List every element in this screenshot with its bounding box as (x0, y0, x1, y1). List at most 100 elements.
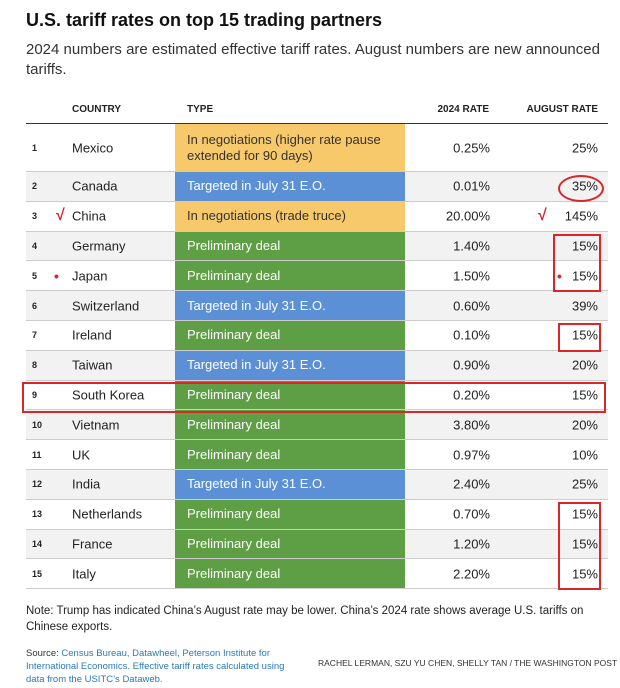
rate-2024: 0.20% (453, 387, 490, 403)
rank: 15 (32, 568, 43, 579)
rate-august: 25% (571, 476, 598, 492)
table-row: 4 Germany Preliminary deal 1.40% 15% (26, 231, 608, 262)
header-divider (26, 123, 608, 124)
rate-2024: 3.80% (453, 417, 490, 433)
rate-august: 15% (571, 268, 598, 284)
country: Ireland (72, 327, 112, 343)
table-row: 15 Italy Preliminary deal 2.20% 15% (26, 559, 608, 590)
type-badge: Preliminary deal (175, 499, 405, 529)
header-type: TYPE (187, 104, 214, 115)
country: Mexico (72, 140, 114, 155)
rate-august: 15% (571, 536, 598, 552)
country: Canada (72, 178, 118, 194)
rate-2024: 20.00% (445, 208, 490, 224)
rate-2024: 0.60% (453, 298, 490, 314)
table-row: 2 Canada Targeted in July 31 E.O. 0.01% 35% (26, 172, 608, 202)
type-badge: In negotiations (higher rate pause exten… (175, 124, 405, 171)
table-row: 9 South Korea Preliminary deal 0.20% 15% (26, 380, 608, 411)
type-badge: Preliminary deal (175, 410, 405, 440)
type-badge: In negotiations (trade truce) (175, 201, 405, 231)
rank: 4 (32, 240, 38, 251)
rank: 11 (32, 449, 42, 460)
rank: 9 (32, 389, 38, 400)
type-badge: Targeted in July 31 E.O. (175, 470, 405, 499)
country: Germany (72, 238, 126, 254)
country: Vietnam (72, 417, 120, 433)
table-row: 7 Ireland Preliminary deal 0.10% 15% (26, 321, 608, 351)
type-badge: Preliminary deal (175, 559, 405, 589)
annotation-dot-japan: • (54, 268, 59, 284)
table-row: 3 China In negotiations (trade truce) 20.00… (26, 201, 608, 232)
rate-2024: 1.50% (453, 268, 490, 284)
table-row: 10 Vietnam Preliminary deal 3.80% 20% (26, 410, 608, 441)
rate-2024: 0.90% (453, 357, 490, 373)
source-label: Source: (26, 648, 62, 659)
chart-title: U.S. tariff rates on top 15 trading part… (26, 10, 383, 30)
country: France (72, 536, 113, 552)
rate-2024: 2.20% (453, 566, 490, 582)
country: Switzerland (72, 298, 140, 314)
country: Taiwan (72, 357, 113, 373)
rank: 6 (32, 300, 38, 311)
rate-2024: 0.97% (453, 447, 490, 463)
rank: 1 (32, 142, 38, 153)
country: China (72, 208, 106, 224)
table-row: 6 Switzerland Targeted in July 31 E.O. 0.60… (26, 291, 608, 321)
rate-august: 15% (571, 506, 598, 522)
table-row: 12 India Targeted in July 31 E.O. 2.40% 25% (26, 470, 608, 500)
type-badge: Targeted in July 31 E.O. (175, 291, 405, 320)
type-badge: Targeted in July 31 E.O. (175, 172, 405, 201)
header-2024-rate: 2024 RATE (437, 104, 489, 115)
type-badge: Preliminary deal (175, 380, 405, 410)
rate-2024: 2.40% (453, 476, 490, 492)
rank: 14 (32, 538, 43, 549)
type-badge: Preliminary deal (175, 321, 405, 350)
type-badge: Preliminary deal (175, 261, 405, 291)
chart-subtitle: 2024 numbers are estimated effective tar… (26, 41, 600, 78)
table-row: 11 UK Preliminary deal 0.97% 10% (26, 440, 608, 470)
rate-august: 25% (571, 140, 598, 155)
credit: RACHEL LERMAN, SZU YU CHEN, SHELLY TAN /… (318, 658, 618, 668)
header-august-rate: AUGUST RATE (526, 104, 598, 115)
table-row: 5 Japan Preliminary deal 1.50% 15% (26, 261, 608, 292)
rate-august: 20% (571, 417, 598, 433)
annotation-check-china: √ (56, 207, 65, 224)
rate-2024: 1.20% (453, 536, 490, 552)
country: Netherlands (72, 506, 143, 522)
rank: 7 (32, 330, 38, 341)
country: UK (72, 447, 91, 463)
rate-august: 15% (571, 566, 598, 582)
rank: 3 (32, 211, 38, 222)
rate-august: 15% (571, 387, 598, 403)
rank: 10 (32, 419, 43, 430)
table-row: 14 France Preliminary deal 1.20% 15% (26, 529, 608, 560)
annotation-dot-japan-rate: • (557, 268, 562, 284)
rate-august: 20% (571, 357, 598, 373)
table-row: 1 Mexico In negotiations (higher rate paus… (26, 124, 608, 172)
type-badge: Preliminary deal (175, 231, 405, 261)
rank: 5 (32, 270, 38, 281)
rate-2024: 0.25% (453, 140, 490, 155)
rank: 13 (32, 509, 43, 520)
source-link[interactable]: Census Bureau, Datawheel, Peterson Insti… (26, 648, 285, 685)
note: Note: Trump has indicated China’s August… (26, 605, 584, 633)
rate-august: 15% (571, 238, 598, 254)
country: Japan (72, 268, 108, 284)
rate-august: 15% (571, 327, 598, 343)
table-row: 8 Taiwan Targeted in July 31 E.O. 0.90% 20% (26, 350, 608, 381)
rank: 2 (32, 181, 38, 192)
rate-2024: 1.40% (453, 238, 490, 254)
rate-2024: 0.01% (453, 178, 490, 194)
type-badge: Preliminary deal (175, 440, 405, 469)
rate-august: 35% (571, 178, 598, 194)
country: India (72, 476, 101, 492)
rate-2024: 0.70% (453, 506, 490, 522)
country: South Korea (72, 387, 145, 403)
header-country: COUNTRY (72, 104, 122, 115)
type-badge: Preliminary deal (175, 529, 405, 559)
rate-august: 145% (564, 208, 598, 224)
rank: 8 (32, 360, 38, 371)
type-badge: Targeted in July 31 E.O. (175, 350, 405, 380)
rate-august: 39% (571, 298, 598, 314)
table-row: 13 Netherlands Preliminary deal 0.70% 15% (26, 499, 608, 530)
